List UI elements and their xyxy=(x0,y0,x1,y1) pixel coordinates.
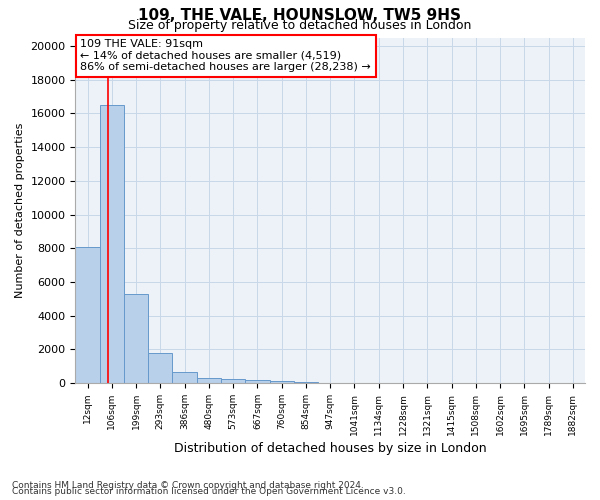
Bar xyxy=(269,381,294,383)
Bar xyxy=(100,105,124,383)
Text: 109 THE VALE: 91sqm
← 14% of detached houses are smaller (4,519)
86% of semi-det: 109 THE VALE: 91sqm ← 14% of detached ho… xyxy=(80,39,371,72)
Bar xyxy=(294,382,318,383)
Bar xyxy=(148,353,172,383)
X-axis label: Distribution of detached houses by size in London: Distribution of detached houses by size … xyxy=(174,442,487,455)
Bar xyxy=(221,380,245,383)
Bar xyxy=(197,378,221,383)
Text: Contains public sector information licensed under the Open Government Licence v3: Contains public sector information licen… xyxy=(12,487,406,496)
Bar xyxy=(172,372,197,383)
Y-axis label: Number of detached properties: Number of detached properties xyxy=(15,122,25,298)
Bar xyxy=(124,294,148,383)
Bar xyxy=(245,380,269,383)
Bar xyxy=(76,248,100,383)
Text: Contains HM Land Registry data © Crown copyright and database right 2024.: Contains HM Land Registry data © Crown c… xyxy=(12,481,364,490)
Text: Size of property relative to detached houses in London: Size of property relative to detached ho… xyxy=(128,18,472,32)
Text: 109, THE VALE, HOUNSLOW, TW5 9HS: 109, THE VALE, HOUNSLOW, TW5 9HS xyxy=(139,8,461,22)
